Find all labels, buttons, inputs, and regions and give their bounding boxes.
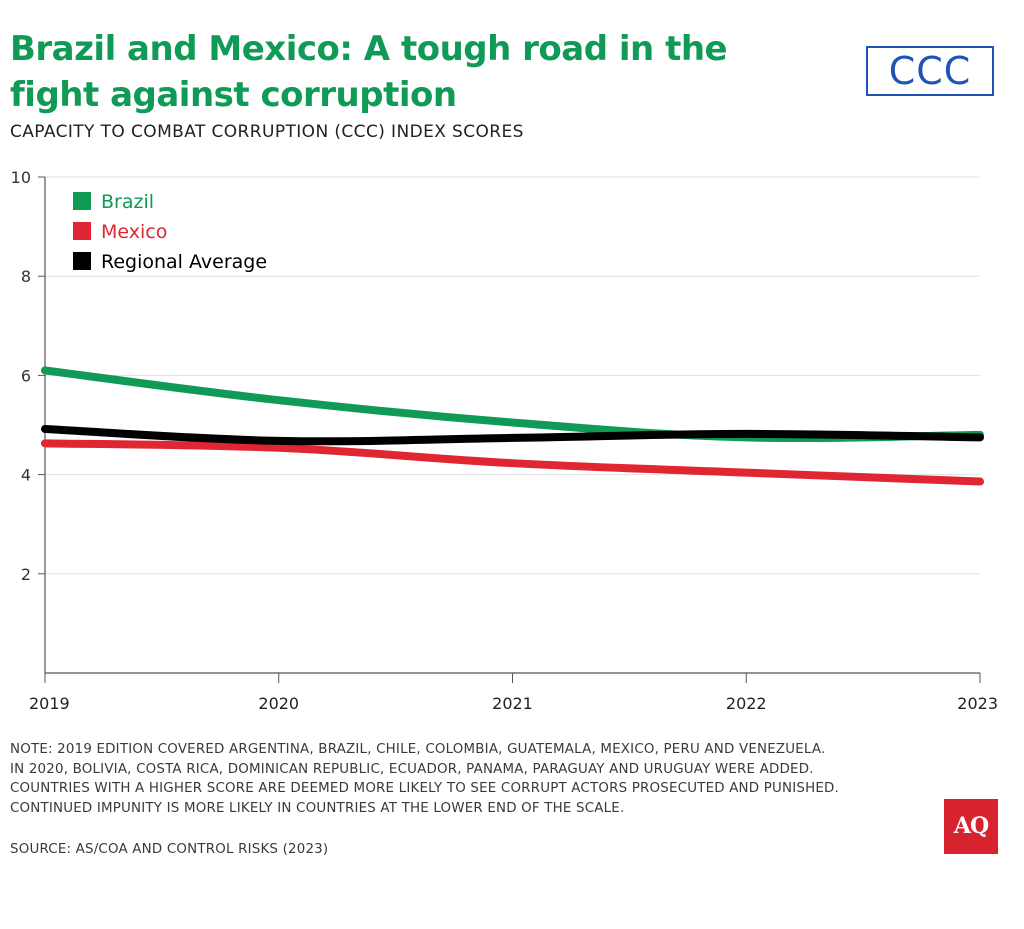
title-line-2: fight against corruption bbox=[10, 75, 457, 115]
legend-swatch-brazil bbox=[73, 192, 91, 210]
y-tick-label: 8 bbox=[21, 267, 31, 286]
series-line-mexico bbox=[41, 439, 984, 486]
legend-swatch-mexico bbox=[73, 222, 91, 240]
line-chart: 2 4 6 8 10 2019 2020 2021 2022 2023 Brazil Mexico Re… bbox=[11, 168, 998, 713]
chart-title: Brazil and Mexico: A tough road in the f… bbox=[10, 26, 830, 118]
series-line-regional-average bbox=[41, 424, 984, 446]
x-tick-label: 2021 bbox=[492, 694, 533, 713]
x-tick-label: 2020 bbox=[258, 694, 299, 713]
x-tick-label: 2019 bbox=[29, 694, 70, 713]
chart-note: NOTE: 2019 EDITION COVERED ARGENTINA, BR… bbox=[10, 740, 940, 818]
legend-label-mexico: Mexico bbox=[101, 221, 167, 243]
y-tick-label: 6 bbox=[21, 366, 31, 385]
chart-source: SOURCE: AS/COA AND CONTROL RISKS (2023) bbox=[10, 842, 329, 857]
x-tick-label: 2022 bbox=[726, 694, 767, 713]
series-line-brazil bbox=[41, 366, 984, 443]
title-line-1: Brazil and Mexico: A tough road in the bbox=[10, 29, 728, 69]
legend-label-regional-average: Regional Average bbox=[101, 251, 267, 273]
note-line: NOTE: 2019 EDITION COVERED ARGENTINA, BR… bbox=[10, 742, 826, 757]
note-line: IN 2020, BOLIVIA, COSTA RICA, DOMINICAN … bbox=[10, 761, 814, 777]
y-tick-label: 10 bbox=[11, 168, 31, 187]
aq-logo: AQ bbox=[944, 799, 998, 854]
ccc-logo: CCC bbox=[866, 46, 994, 96]
chart-subtitle: CAPACITY TO COMBAT CORRUPTION (CCC) INDE… bbox=[10, 122, 524, 142]
note-line: CONTINUED IMPUNITY IS MORE LIKELY IN COU… bbox=[10, 800, 625, 816]
legend-swatch-regional-average bbox=[73, 252, 91, 270]
legend-label-brazil: Brazil bbox=[101, 191, 154, 213]
note-line: COUNTRIES WITH A HIGHER SCORE ARE DEEMED… bbox=[10, 781, 839, 797]
y-tick-label: 4 bbox=[21, 466, 31, 485]
x-tick-label: 2023 bbox=[957, 694, 998, 713]
y-tick-label: 2 bbox=[21, 565, 31, 584]
